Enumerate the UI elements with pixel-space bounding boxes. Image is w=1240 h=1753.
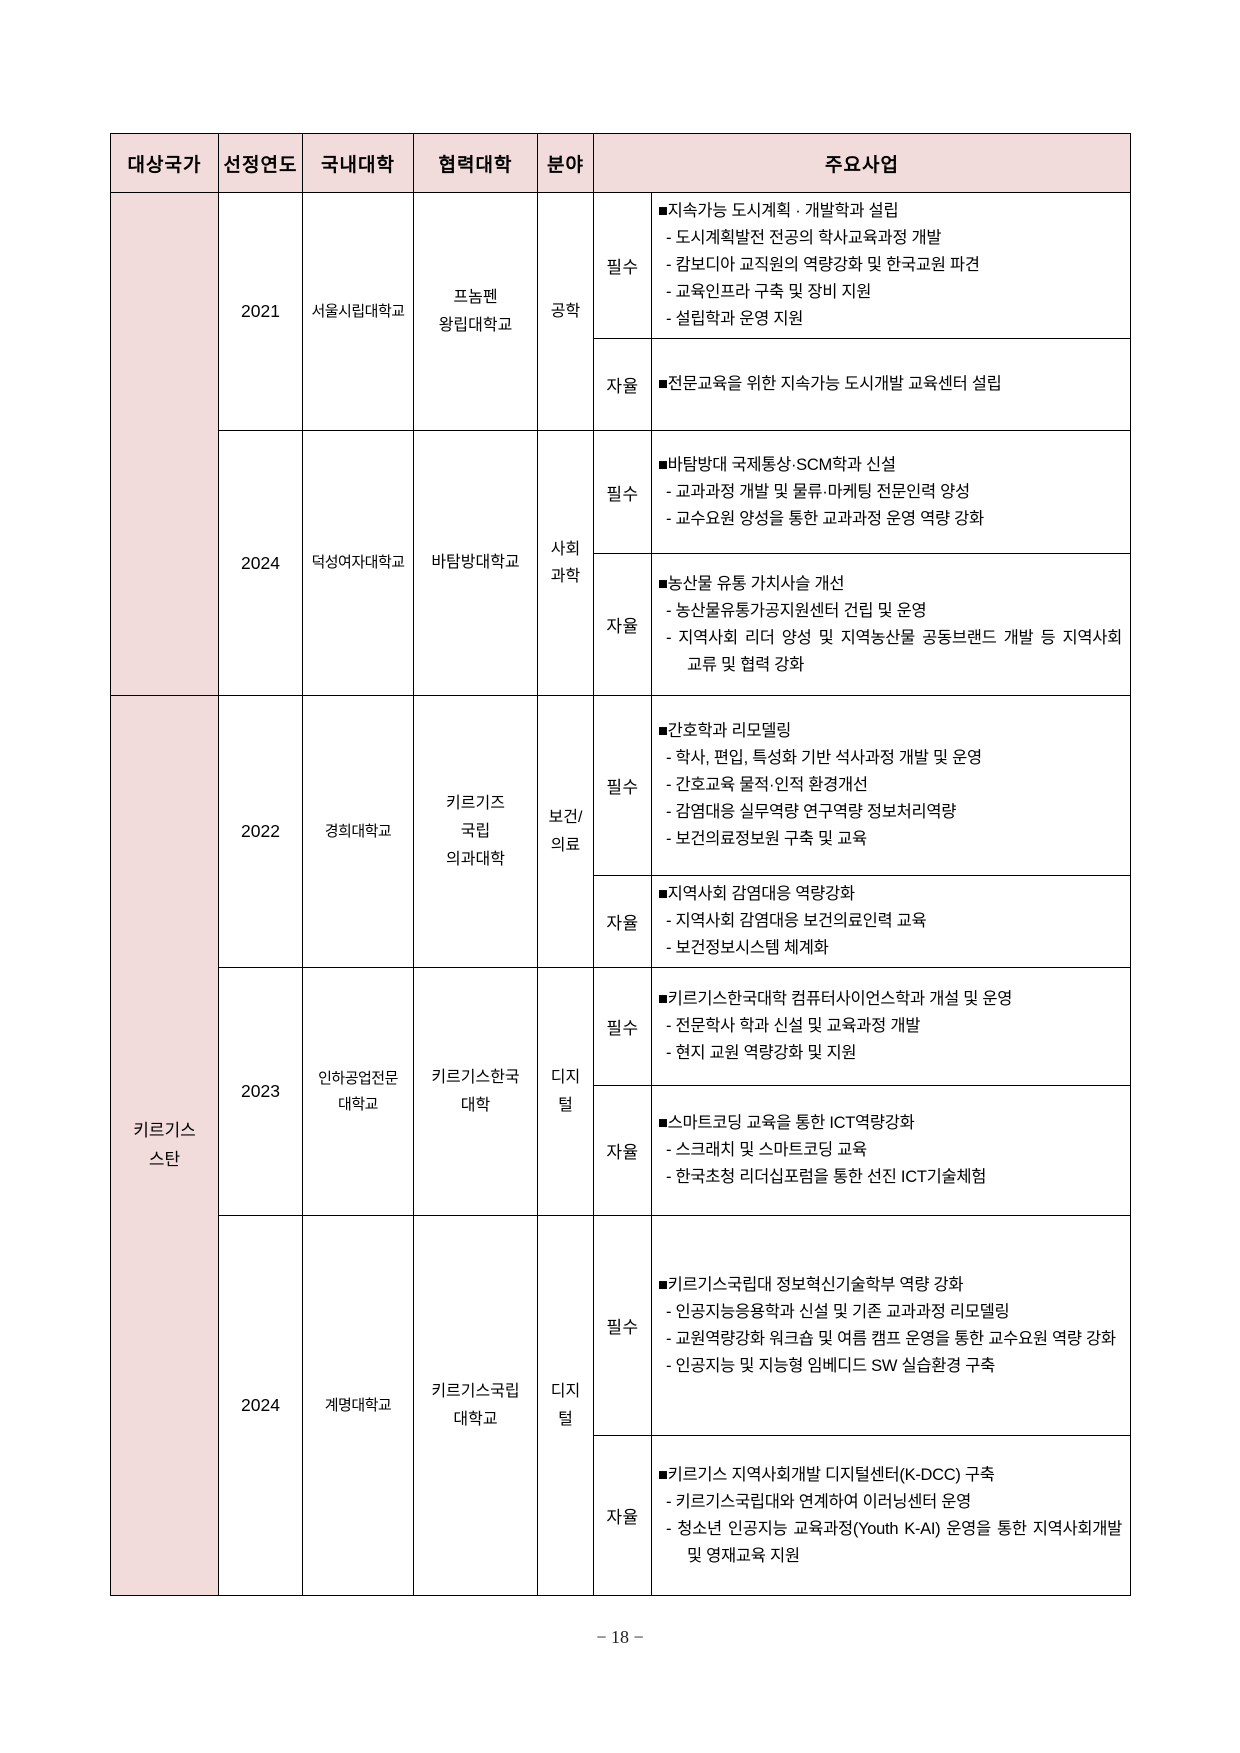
project-line: - 인공지능응용학과 신설 및 기존 교과과정 리모델링	[666, 1302, 1010, 1321]
project-line: - 청소년 인공지능 교육과정(Youth K-AI) 운영을 통한 지역사회개…	[666, 1519, 1123, 1565]
project-line: - 도시계획발전 전공의 학사교육과정 개발	[666, 229, 942, 247]
year-cell: 2023	[218, 967, 303, 1216]
field-cell: 사회 과학	[537, 430, 594, 696]
type-cell-autonomous: 자율	[593, 875, 652, 968]
table-row: 자율 ■스마트코딩 교육을 통한 ICT역량강화 - 스크래치 및 스마트코딩 교…	[111, 1085, 1132, 1216]
projects-cell-required: ■키르기스한국대학 컴퓨터사이언스학과 개설 및 운영 - 전문학사 학과 신설 …	[650, 967, 1132, 1086]
project-line: - 한국초청 리더십포럼을 통한 선진 ICT기술체험	[666, 1168, 987, 1186]
project-line: ■바탐방대 국제통상·SCM학과 신설	[658, 455, 896, 474]
type-cell-autonomous: 자율	[593, 1435, 652, 1596]
type-cell-required: 필수	[593, 430, 652, 554]
field-cell: 보건/ 의료	[537, 695, 594, 968]
project-line: - 농산물유통가공지원센터 건립 및 운영	[666, 601, 927, 620]
projects-cell-required: ■바탐방대 국제통상·SCM학과 신설 - 교과과정 개발 및 물류·마케팅 전문…	[650, 430, 1132, 554]
partner-univ-cell: 키르기스한국 대학	[413, 967, 538, 1216]
table-row: 키르기스 스탄 2022 경희대학교 키르기즈 국립 의과대학 보건/ 의료 필…	[110, 695, 1132, 1596]
project-line: - 현지 교원 역량강화 및 지원	[666, 1044, 857, 1062]
year-cell: 2021	[218, 192, 303, 431]
year-cell: 2024	[218, 1215, 303, 1596]
header-cell-partner: 협력대학	[413, 133, 538, 193]
table-row: 자율 ■농산물 유통 가치사슬 개선 - 농산물유통가공지원센터 건립 및 운영 -…	[111, 553, 1132, 696]
domestic-univ-cell: 경희대학교	[302, 695, 414, 968]
project-line: - 지역사회 감염대응 보건의료인력 교육	[666, 912, 927, 930]
country-cell	[110, 192, 219, 696]
type-cell-required: 필수	[593, 1215, 652, 1436]
header-cell-year: 선정연도	[218, 133, 303, 193]
table-row: 자율 ■전문교육을 위한 지속가능 도시개발 교육센터 설립	[111, 338, 1132, 431]
table-row: 2024 덕성여자대학교 바탐방대학교 사회 과학 필수 ■바탐방대 국제통상·…	[111, 430, 1132, 696]
header-cell-field: 분야	[537, 133, 594, 193]
project-line: ■키르기스한국대학 컴퓨터사이언스학과 개설 및 운영	[658, 990, 1013, 1008]
project-line: - 교과과정 개발 및 물류·마케팅 전문인력 양성	[666, 482, 970, 501]
table-row: 자율 ■키르기스 지역사회개발 디지털센터(K-DCC) 구축 - 키르기스국립대…	[111, 1435, 1132, 1596]
projects-cell-autonomous: ■전문교육을 위한 지속가능 도시개발 교육센터 설립	[650, 338, 1132, 431]
project-line: - 지역사회 리더 양성 및 지역농산물 공동브랜드 개발 등 지역사회 교류 …	[666, 628, 1123, 674]
header-cell-domestic: 국내대학	[302, 133, 414, 193]
project-line: ■키르기스 지역사회개발 디지털센터(K-DCC) 구축	[658, 1465, 995, 1484]
project-line: - 교원역량강화 워크숍 및 여름 캠프 운영을 통한 교수요원 역량 강화	[666, 1329, 1116, 1348]
project-line: - 스크래치 및 스마트코딩 교육	[666, 1141, 867, 1159]
header-row: 대상국가 선정연도 국내대학 협력대학 분야 주요사업	[110, 133, 1132, 193]
partner-univ-cell: 키르기즈 국립 의과대학	[413, 695, 538, 968]
header-cell-projects: 주요사업	[592, 133, 1132, 193]
domestic-univ-cell: 서울시립대학교	[302, 192, 414, 431]
field-cell: 공학	[537, 192, 594, 431]
domestic-univ-cell: 계명대학교	[302, 1215, 414, 1596]
project-line: ■키르기스국립대 정보혁신기술학부 역량 강화	[658, 1275, 964, 1294]
project-line: - 전문학사 학과 신설 및 교육과정 개발	[666, 1017, 921, 1035]
project-line: - 보건정보시스템 체계화	[666, 939, 829, 957]
field-cell: 디지 털	[537, 967, 594, 1216]
table-row: 2024 계명대학교 키르기스국립 대학교 디지 털 필수 ■키르기스국립대 정…	[111, 1215, 1132, 1596]
projects-cell-required: ■키르기스국립대 정보혁신기술학부 역량 강화 - 인공지능응용학과 신설 및 기…	[650, 1215, 1132, 1436]
project-line: - 설립학과 운영 지원	[666, 310, 804, 328]
project-line: - 캄보디아 교직원의 역량강화 및 한국교원 파견	[666, 256, 980, 274]
table-row: 2023 인하공업전문 대학교 키르기스한국 대학 디지 털 필수 ■키르기스한…	[111, 967, 1132, 1216]
project-line: ■간호학과 리모델링	[658, 722, 791, 740]
project-line: ■전문교육을 위한 지속가능 도시개발 교육센터 설립	[658, 375, 1002, 393]
type-cell-required: 필수	[593, 967, 652, 1086]
project-line: - 키르기스국립대와 연계하여 이러닝센터 운영	[666, 1492, 972, 1511]
project-line: ■지속가능 도시계획 · 개발학과 설립	[658, 202, 899, 220]
program-table: 대상국가 선정연도 국내대학 협력대학 분야 주요사업 2021 서울시립대학교…	[110, 133, 1132, 1596]
project-line: - 보건의료정보원 구축 및 교육	[666, 830, 867, 848]
table-row: 자율 ■지역사회 감염대응 역량강화 - 지역사회 감염대응 보건의료인력 교육 -…	[111, 875, 1132, 968]
project-line: ■지역사회 감염대응 역량강화	[658, 885, 855, 903]
projects-cell-required: ■간호학과 리모델링 - 학사, 편입, 특성화 기반 석사과정 개발 및 운영 -…	[650, 695, 1132, 876]
page-number: − 18 −	[596, 1627, 644, 1647]
partner-univ-cell: 바탐방대학교	[413, 430, 538, 696]
domestic-univ-cell: 덕성여자대학교	[302, 430, 414, 696]
projects-cell-autonomous: ■스마트코딩 교육을 통한 ICT역량강화 - 스크래치 및 스마트코딩 교육 - …	[650, 1085, 1132, 1216]
field-cell: 디지 털	[537, 1215, 594, 1596]
project-line: ■농산물 유통 가치사슬 개선	[658, 574, 845, 593]
projects-cell-autonomous: ■농산물 유통 가치사슬 개선 - 농산물유통가공지원센터 건립 및 운영 - 지역…	[650, 553, 1132, 696]
domestic-univ-cell: 인하공업전문 대학교	[302, 967, 414, 1216]
type-cell-required: 필수	[593, 192, 652, 339]
type-cell-required: 필수	[593, 695, 652, 876]
project-line: - 교수요원 양성을 통한 교과과정 운영 역량 강화	[666, 509, 984, 528]
partner-univ-cell: 프놈펜 왕립대학교	[413, 192, 538, 431]
type-cell-autonomous: 자율	[593, 338, 652, 431]
country-cell: 키르기스 스탄	[110, 695, 219, 1596]
projects-cell-required: ■지속가능 도시계획 · 개발학과 설립 - 도시계획발전 전공의 학사교육과정 …	[650, 192, 1132, 339]
project-line: - 감염대응 실무역량 연구역량 정보처리역량	[666, 803, 957, 821]
partner-univ-cell: 키르기스국립 대학교	[413, 1215, 538, 1596]
year-cell: 2022	[218, 695, 303, 968]
header-cell-country: 대상국가	[110, 133, 219, 193]
project-line: - 교육인프라 구축 및 장비 지원	[666, 283, 872, 301]
table-row: 2021 서울시립대학교 프놈펜 왕립대학교 공학 필수 ■지속가능 도시계획 …	[110, 192, 1132, 696]
project-line: ■스마트코딩 교육을 통한 ICT역량강화	[658, 1114, 915, 1132]
projects-cell-autonomous: ■키르기스 지역사회개발 디지털센터(K-DCC) 구축 - 키르기스국립대와 연…	[650, 1435, 1132, 1596]
type-cell-autonomous: 자율	[593, 553, 652, 696]
project-line: - 인공지능 및 지능형 임베디드 SW 실습환경 구축	[666, 1356, 996, 1375]
projects-cell-autonomous: ■지역사회 감염대응 역량강화 - 지역사회 감염대응 보건의료인력 교육 - 보건…	[650, 875, 1132, 968]
year-cell: 2024	[218, 430, 303, 696]
type-cell-autonomous: 자율	[593, 1085, 652, 1216]
project-line: - 간호교육 물적·인적 환경개선	[666, 776, 868, 794]
project-line: - 학사, 편입, 특성화 기반 석사과정 개발 및 운영	[666, 749, 982, 767]
